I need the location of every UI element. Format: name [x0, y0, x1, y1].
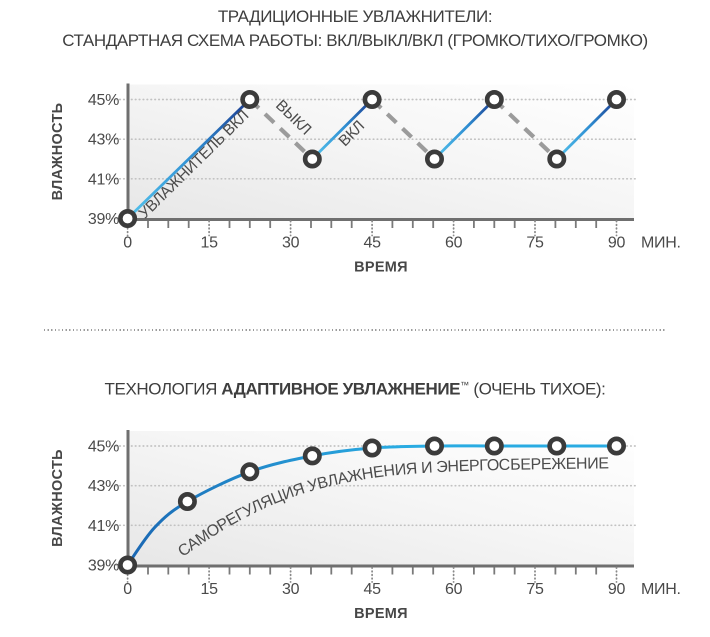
chart1-title-line1: ТРАДИЦИОННЫЕ УВЛАЖНИТЕЛИ:	[217, 7, 493, 26]
x-tick-label: 0	[123, 235, 132, 252]
data-point	[118, 555, 138, 575]
section-separator	[44, 329, 666, 331]
chart2-title-prefix: ТЕХНОЛОГИЯ	[104, 379, 222, 399]
x-tick-label: 15	[200, 235, 218, 252]
data-point	[484, 436, 504, 456]
humidifier-off-segment	[492, 97, 559, 161]
x-tick-label: 75	[526, 581, 544, 598]
x-tick-label: 60	[445, 581, 463, 598]
humidifier-on-segment	[311, 98, 374, 160]
data-point	[240, 90, 260, 110]
x-tick-label: 15	[200, 581, 218, 598]
y-tick-label: 39%	[88, 558, 119, 575]
x-tick-label: 75	[526, 235, 544, 252]
x-tick-label: 45	[363, 581, 381, 598]
chart-traditional-plot: 45% 43% 41% 39%0 15 30 45 60 75 90 МИН. ВРЕМЯ ВЛАЖНО…	[50, 83, 681, 276]
data-point	[547, 436, 567, 456]
x-tick-label: 30	[282, 235, 300, 252]
y-axis-title: ВЛАЖНОСТЬ	[50, 449, 66, 547]
humidifier-on-segment	[433, 98, 496, 160]
data-point	[302, 149, 322, 169]
data-point	[606, 436, 626, 456]
x-tick-label: 90	[608, 235, 626, 252]
y-tick-label: 45%	[88, 439, 119, 456]
data-point	[362, 438, 382, 458]
x-unit-label: МИН.	[641, 581, 681, 598]
data-point	[424, 436, 444, 456]
trademark-symbol: ™	[460, 380, 470, 390]
y-tick-label: 43%	[88, 478, 119, 495]
humidifier-on-segment	[555, 98, 618, 160]
chart2-title-suffix: (ОЧЕНЬ ТИХОЕ):	[469, 379, 606, 399]
data-point	[424, 149, 444, 169]
data-point	[484, 90, 504, 110]
x-tick-label: 30	[282, 581, 300, 598]
x-axis-title: ВРЕМЯ	[354, 260, 408, 276]
x-unit-label: МИН.	[641, 235, 681, 252]
plot-background	[128, 431, 634, 565]
chart-traditional-humidifiers: 45% 43% 41% 39%0 15 30 45 60 75 90 МИН. ВРЕМЯ ВЛАЖНО…	[50, 83, 681, 276]
y-tick-label: 41%	[88, 518, 119, 535]
y-tick-label: 39%	[88, 211, 119, 228]
data-point	[240, 462, 260, 482]
x-tick-label: 90	[608, 581, 626, 598]
chart2-title: ТЕХНОЛОГИЯ АДАПТИВНОЕ УВЛАЖНЕНИЕ™ (ОЧЕНЬ…	[0, 373, 710, 402]
data-point	[302, 446, 322, 466]
data-point	[177, 491, 197, 511]
data-point	[118, 209, 138, 229]
data-point	[606, 90, 626, 110]
chart1-title-line2: СТАНДАРТНАЯ СХЕМА РАБОТЫ: ВКЛ/ВЫКЛ/ВКЛ (…	[62, 31, 648, 50]
x-axis-title: ВРЕМЯ	[354, 606, 408, 622]
y-tick-label: 45%	[88, 92, 119, 109]
humidifier-off-segment	[248, 97, 314, 161]
adaptive-curve	[126, 444, 617, 566]
y-axis-title: ВЛАЖНОСТЬ	[50, 103, 66, 201]
x-tick-label: 60	[445, 235, 463, 252]
x-tick-label: 0	[123, 581, 132, 598]
y-tick-label: 43%	[88, 132, 119, 149]
data-point	[362, 90, 382, 110]
humidifier-off-segment	[370, 97, 436, 161]
x-tick-label: 45	[363, 235, 381, 252]
chart2-title-brand: АДАПТИВНОЕ УВЛАЖНЕНИЕ	[221, 379, 461, 399]
chart1-title: ТРАДИЦИОННЫЕ УВЛАЖНИТЕЛИ: СТАНДАРТНАЯ СХ…	[0, 5, 710, 53]
data-point	[547, 149, 567, 169]
chart-adaptive-plot: 45% 43% 41% 39%0 15 30 45 60 75 90 МИН. ВРЕМЯ ВЛАЖНО…	[50, 430, 681, 622]
humidifier-on-segment	[126, 98, 251, 220]
chart-adaptive-humidification: 45% 43% 41% 39%0 15 30 45 60 75 90 МИН. ВРЕМЯ ВЛАЖНО…	[50, 430, 681, 622]
y-tick-label: 41%	[88, 171, 119, 188]
